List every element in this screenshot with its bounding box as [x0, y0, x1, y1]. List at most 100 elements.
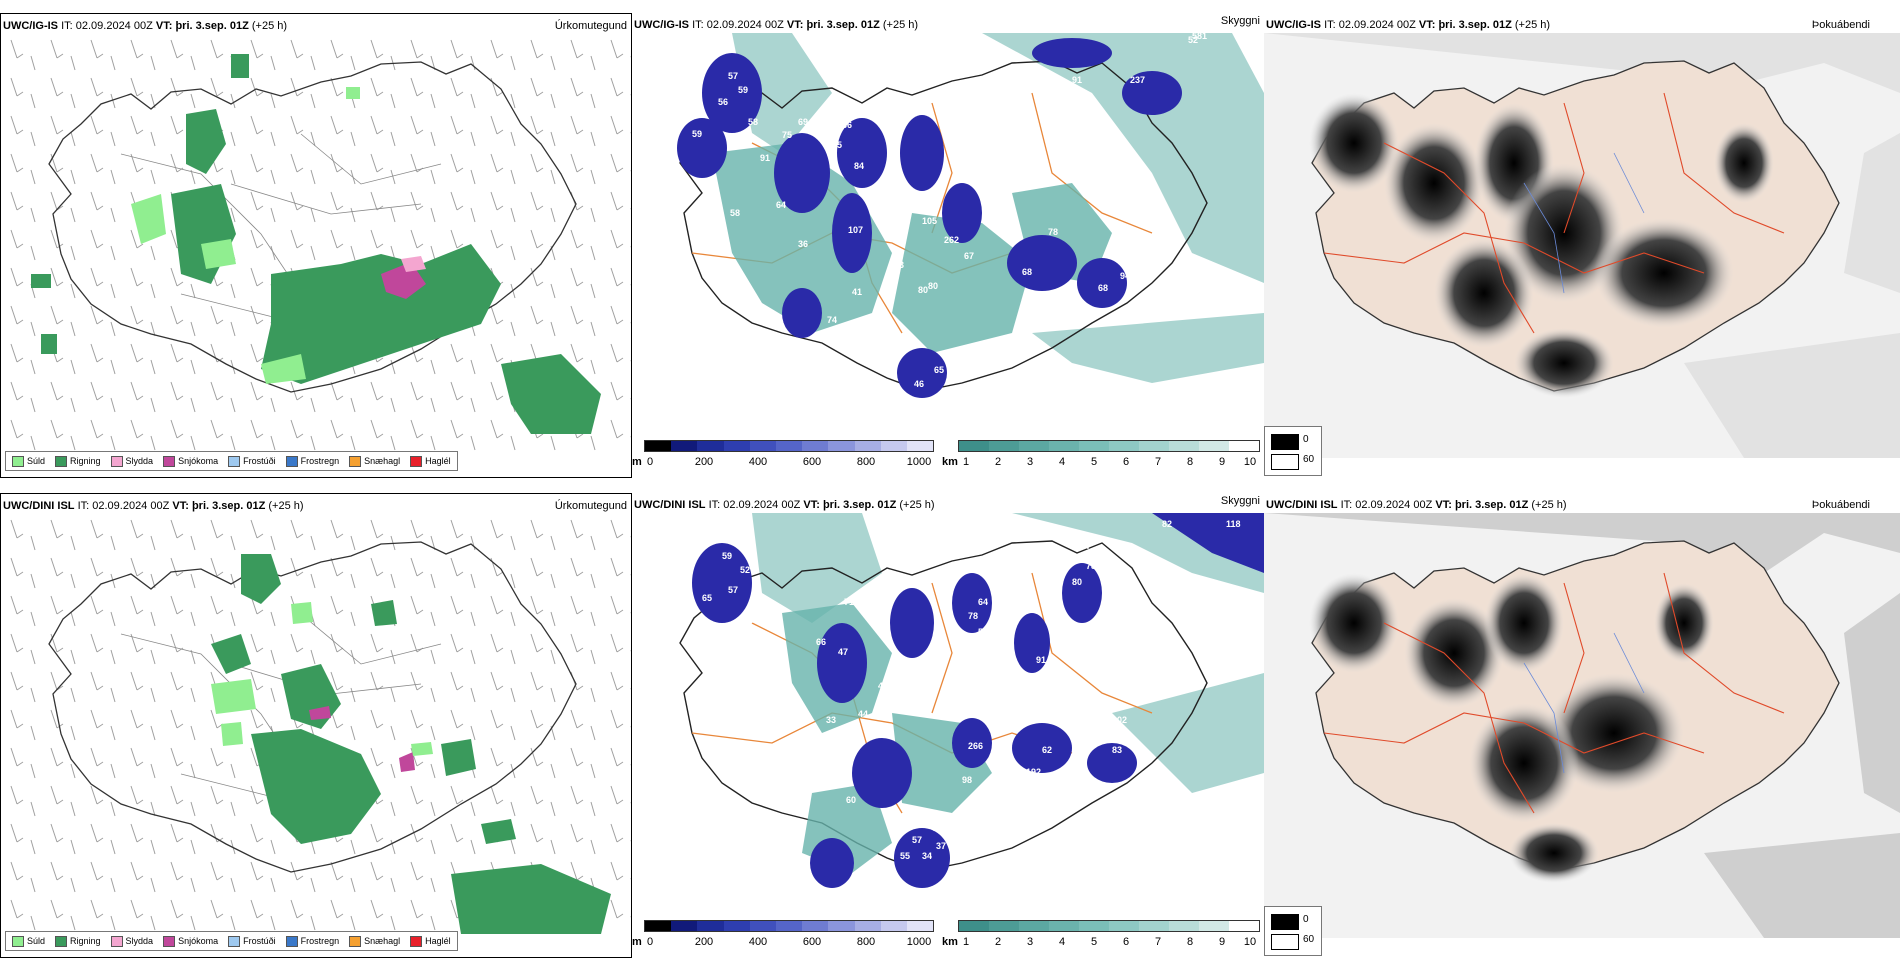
visibility-tick: 7	[1154, 456, 1162, 468]
visibility-tick: 4	[1058, 936, 1066, 948]
legend-item: Slydda	[110, 935, 153, 947]
ceiling-label: 44	[858, 709, 868, 719]
legend-item: Súld	[12, 455, 45, 467]
precip-map	[1, 34, 631, 454]
legend-item: Rigning	[55, 935, 101, 947]
ceiling-label: 59	[722, 551, 732, 561]
ceiling-label: 55	[832, 140, 842, 150]
visibility-tick: 5	[1090, 936, 1098, 948]
fog-legend-low: 60	[1303, 454, 1315, 465]
ceiling-label: 89	[744, 615, 754, 625]
legend-item: Snæhagl	[349, 455, 400, 467]
panel-header: UWC/DINI ISL IT: 02.09.2024 00Z VT: þri.…	[634, 499, 935, 511]
ceiling-label: 36	[798, 239, 808, 249]
ceiling-label: 74	[827, 315, 837, 325]
fog-map	[1264, 33, 1900, 458]
ceiling-label: 68	[1098, 283, 1108, 293]
ceiling-label: 71	[844, 597, 854, 607]
ceiling-label: 34	[922, 851, 932, 861]
legend-item: Frostúði	[228, 935, 276, 947]
ceiling-label: 61	[1192, 395, 1202, 405]
ceiling-label: 30	[808, 740, 818, 750]
legend-item: Snjókoma	[163, 455, 218, 467]
fog-map	[1264, 513, 1900, 938]
visibility-colorbar: km 1 2 3 4 5 6 7 8 9 10	[942, 920, 1264, 950]
visibility-tick: 1	[962, 936, 970, 948]
ceiling-label: 69	[1028, 689, 1038, 699]
legend-item: Slydda	[110, 455, 153, 467]
visibility-tick: 6	[1122, 456, 1130, 468]
ceiling-label: 80	[918, 285, 928, 295]
visibility-tick: 3	[1026, 456, 1034, 468]
ceiling-label: 98	[962, 775, 972, 785]
fog-swatch-high	[1271, 914, 1299, 930]
ceiling-label: 107	[848, 225, 863, 235]
ceiling-label: 266	[968, 741, 983, 751]
legend-item: Snjókoma	[163, 935, 218, 947]
ceiling-label: 58	[730, 208, 740, 218]
ceiling-label: 59	[738, 85, 748, 95]
ceiling-unit: m	[632, 936, 642, 948]
legend-item: Frostregn	[285, 455, 339, 467]
ceiling-label: 62	[1042, 745, 1052, 755]
ceiling-label: 80	[1072, 577, 1082, 587]
panel-precip-type-ig: UWC/IG-IS IT: 02.09.2024 00Z VT: þri. 3.…	[0, 13, 632, 478]
ceiling-label: 57	[728, 71, 738, 81]
legend-swatch	[349, 455, 362, 467]
legend-item: Frostregn	[285, 935, 339, 947]
ceiling-tick: 200	[694, 936, 714, 948]
ceiling-label: 58	[748, 117, 758, 127]
ceiling-label: 33	[826, 715, 836, 725]
ceiling-label: 37	[936, 841, 946, 851]
panel-header: UWC/DINI ISL IT: 02.09.2024 00Z VT: þri.…	[1266, 499, 1567, 511]
ceiling-label: 43	[894, 260, 904, 270]
ceiling-label: 54	[828, 779, 838, 789]
panel-header: UWC/IG-IS IT: 02.09.2024 00Z VT: þri. 3.…	[3, 20, 288, 32]
ceiling-label: 51	[958, 705, 968, 715]
ceiling-label: 60	[846, 795, 856, 805]
ceiling-label: 65	[702, 593, 712, 603]
legend-item: Rigning	[55, 455, 101, 467]
fog-legend: 0 60	[1264, 906, 1322, 956]
visibility-color-strip	[958, 920, 1260, 932]
ceiling-label: 59	[692, 129, 702, 139]
ceiling-label: 46	[914, 379, 924, 389]
legend-item: Haglél	[410, 455, 451, 467]
ceiling-label: 82	[1162, 519, 1172, 529]
ceiling-label: 79	[908, 817, 918, 827]
ceiling-label: 52	[1188, 35, 1198, 45]
ceiling-label: 78	[1048, 227, 1058, 237]
legend-swatch	[110, 935, 123, 947]
ceiling-label: 118	[1226, 519, 1241, 529]
ceiling-label: 75	[782, 130, 792, 140]
precip-type-legend: Súld Rigning Slydda Snjókoma Frostúði Fr…	[5, 451, 458, 471]
visibility-color-strip	[958, 440, 1260, 452]
fog-legend-low: 60	[1303, 934, 1315, 945]
ceiling-tick: 800	[856, 936, 876, 948]
ceiling-label: 57	[728, 585, 738, 595]
precip-map	[1, 514, 631, 934]
visibility-tick: 2	[994, 456, 1002, 468]
panel-type-label: Skyggni	[1220, 15, 1260, 27]
ceiling-label: 55	[900, 851, 910, 861]
ceiling-label: 66	[842, 120, 852, 130]
fog-swatch-low	[1271, 454, 1299, 470]
ceiling-label: 237	[1130, 75, 1145, 85]
legend-swatch	[228, 935, 241, 947]
ceiling-label: 49	[878, 681, 888, 691]
ceiling-color-strip	[644, 920, 934, 932]
visibility-map: 59 52 65 57 90 89 71 48 66 47 49 50 33 4…	[632, 513, 1264, 913]
ceiling-label: 107	[1076, 541, 1091, 551]
fog-legend-high: 0	[1303, 434, 1309, 445]
ceiling-label: 82	[934, 709, 944, 719]
ceiling-tick: 1000	[906, 456, 932, 468]
ceiling-label: 47	[654, 257, 664, 267]
ceiling-label: 52	[740, 565, 750, 575]
visibility-tick: 1	[962, 456, 970, 468]
ceiling-label: 80	[928, 281, 938, 291]
visibility-tick: 10	[1243, 936, 1257, 948]
visibility-unit: km	[942, 936, 958, 948]
ceiling-label: 68	[1022, 267, 1032, 277]
ceiling-label: 57	[912, 835, 922, 845]
ceiling-color-strip	[644, 440, 934, 452]
